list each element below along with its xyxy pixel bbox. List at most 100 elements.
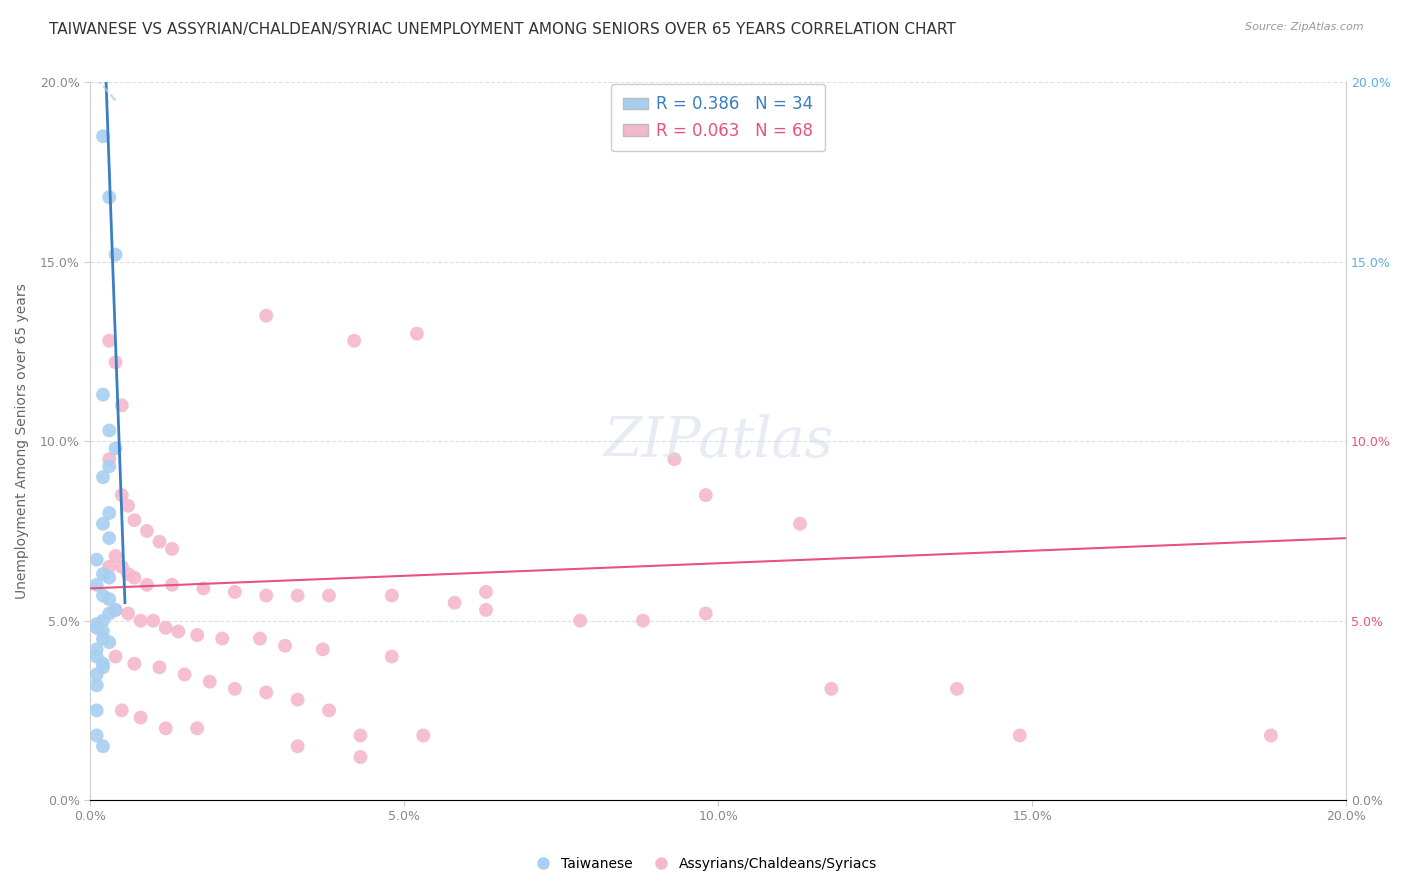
Point [104, 355, 127, 369]
Point [318, 589, 340, 603]
Point [142, 614, 165, 628]
Point [98, 607, 121, 621]
Point [186, 721, 208, 735]
Point [155, 721, 177, 735]
Y-axis label: Unemployment Among Seniors over 65 years: Unemployment Among Seniors over 65 years [15, 284, 30, 599]
Text: ZIPatlas: ZIPatlas [603, 414, 834, 468]
Point [98, 334, 121, 348]
Point [117, 567, 139, 582]
Point [129, 614, 152, 628]
Point [569, 614, 592, 628]
Point [254, 309, 277, 323]
Point [254, 685, 277, 699]
Point [167, 624, 190, 639]
Point [86, 621, 108, 635]
Point [104, 248, 127, 262]
Point [98, 506, 121, 520]
Point [111, 398, 134, 412]
Point [98, 531, 121, 545]
Point [91, 387, 114, 401]
Point [104, 549, 127, 563]
Point [91, 660, 114, 674]
Point [117, 499, 139, 513]
Point [104, 603, 127, 617]
Point [86, 617, 108, 632]
Point [224, 585, 246, 599]
Point [86, 552, 108, 566]
Point [98, 452, 121, 467]
Point [695, 607, 717, 621]
Point [86, 703, 108, 717]
Point [820, 681, 842, 696]
Point [98, 459, 121, 474]
Point [381, 649, 404, 664]
Point [86, 649, 108, 664]
Point [111, 703, 134, 717]
Point [249, 632, 271, 646]
Point [274, 639, 297, 653]
Point [104, 649, 127, 664]
Point [318, 703, 340, 717]
Point [117, 607, 139, 621]
Point [148, 534, 170, 549]
Point [193, 582, 215, 596]
Point [135, 524, 157, 538]
Point [789, 516, 811, 531]
Point [287, 589, 309, 603]
Point [312, 642, 335, 657]
Point [91, 657, 114, 671]
Point [160, 541, 183, 556]
Point [406, 326, 429, 341]
Point [412, 729, 434, 743]
Point [631, 614, 654, 628]
Point [124, 513, 146, 527]
Point [91, 624, 114, 639]
Point [86, 642, 108, 657]
Point [443, 596, 465, 610]
Point [198, 674, 221, 689]
Point [98, 635, 121, 649]
Point [98, 571, 121, 585]
Point [135, 578, 157, 592]
Point [1008, 729, 1031, 743]
Point [224, 681, 246, 696]
Point [86, 678, 108, 692]
Point [287, 692, 309, 706]
Point [475, 585, 498, 599]
Point [91, 632, 114, 646]
Point [111, 488, 134, 502]
Point [91, 516, 114, 531]
Point [254, 589, 277, 603]
Point [664, 452, 686, 467]
Legend: Taiwanese, Assyrians/Chaldeans/Syriacs: Taiwanese, Assyrians/Chaldeans/Syriacs [523, 851, 883, 876]
Point [91, 567, 114, 582]
Point [91, 470, 114, 484]
Point [86, 729, 108, 743]
Point [98, 190, 121, 204]
Point [148, 660, 170, 674]
Point [1260, 729, 1282, 743]
Point [129, 710, 152, 724]
Point [381, 589, 404, 603]
Point [211, 632, 233, 646]
Point [173, 667, 195, 681]
Point [104, 442, 127, 456]
Point [91, 589, 114, 603]
Point [349, 729, 371, 743]
Point [343, 334, 366, 348]
Point [160, 578, 183, 592]
Point [695, 488, 717, 502]
Point [946, 681, 969, 696]
Point [98, 592, 121, 607]
Text: Source: ZipAtlas.com: Source: ZipAtlas.com [1246, 22, 1364, 32]
Legend: R = 0.386   N = 34, R = 0.063   N = 68: R = 0.386 N = 34, R = 0.063 N = 68 [612, 84, 825, 152]
Point [155, 621, 177, 635]
Point [91, 129, 114, 144]
Point [475, 603, 498, 617]
Point [98, 424, 121, 438]
Point [86, 578, 108, 592]
Point [86, 667, 108, 681]
Point [104, 603, 127, 617]
Point [91, 614, 114, 628]
Point [186, 628, 208, 642]
